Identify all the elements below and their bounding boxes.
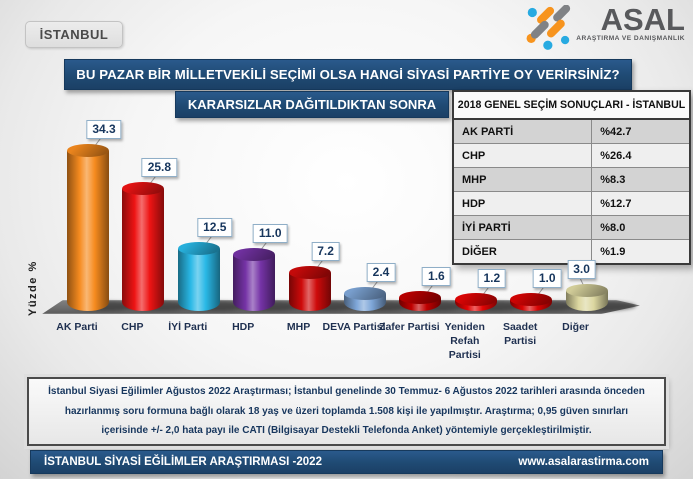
chart-bar-hdp — [233, 248, 276, 311]
methodology-note-text: İstanbul Siyasi Eğilimler Ağustos 2022 A… — [48, 386, 645, 437]
bar-shadow — [571, 301, 636, 311]
value-label-connector — [143, 175, 158, 193]
asal-logo-mark — [526, 5, 571, 50]
chart-bar-chp — [122, 182, 165, 311]
table-party-name: CHP — [454, 144, 593, 167]
bar-top-cap — [454, 293, 497, 306]
table-party-value: %12.7 — [600, 197, 632, 210]
table-party-name: İYİ PARTİ — [454, 216, 593, 239]
bar-value-label: 11.0 — [252, 224, 288, 243]
bar-shadow — [460, 301, 525, 311]
table-party-value: %1.9 — [600, 245, 626, 258]
table-row: DİĞER %1.9 — [454, 239, 689, 263]
table-row: İYİ PARTİ %8.0 — [454, 215, 689, 239]
bar-shadow — [73, 301, 137, 311]
chart-bar-deva-partisi — [344, 287, 386, 311]
bar-category-label: Zafer Partisi — [379, 321, 440, 333]
bar-value-label: 1.0 — [532, 269, 562, 288]
chart-bar-diğer — [565, 284, 608, 311]
bar-value-label: 2.4 — [366, 263, 396, 282]
bar-shadow — [128, 301, 193, 311]
bar-category-label: MHP — [286, 321, 311, 333]
chart-subtitle-bar: KARARSIZLAR DAĞITILDIKTAN SONRA — [175, 91, 449, 118]
bar-shadow — [183, 301, 248, 311]
value-label-connector — [578, 276, 588, 294]
bar-category-label: Yeniden Refah Partisi — [444, 321, 485, 361]
bar-category-label: Diğer — [562, 321, 590, 333]
value-label-connector — [365, 280, 379, 298]
bar-category-label: CHP — [121, 321, 144, 333]
value-label-connector — [198, 235, 213, 253]
chart-bar-mhp — [288, 266, 331, 311]
bar-shadow — [294, 301, 359, 311]
bar-category-label: Saadet Partisi — [502, 321, 538, 347]
bar-shadow — [350, 301, 414, 311]
value-label-connector — [531, 286, 545, 304]
bar-top-cap — [288, 266, 331, 279]
bar-value-label: 1.2 — [477, 269, 507, 288]
table-party-name: HDP — [454, 192, 593, 215]
bar-top-cap — [122, 182, 165, 195]
bar-top-cap — [399, 291, 442, 304]
bar-value-label: 7.2 — [311, 242, 340, 261]
chart-bar-ak-parti — [67, 144, 109, 311]
chart-bar-zafer-partisi — [399, 291, 442, 311]
results-table-body: AK PARTİ %42.7 CHP %26.4 MHP %8.3 HDP %12.7 İYİ … — [454, 120, 689, 263]
chart-floor-platform — [42, 300, 640, 314]
value-label-connector — [475, 286, 490, 304]
value-label-connector — [88, 137, 102, 155]
table-party-value: %8.3 — [600, 173, 626, 186]
table-party-name: AK PARTİ — [454, 120, 593, 143]
bar-top-cap — [510, 293, 553, 306]
table-row: CHP %26.4 — [454, 143, 689, 167]
chart-bar-saadet-partisi — [510, 293, 553, 311]
table-party-value: %8.0 — [600, 221, 626, 234]
bar-category-label: AK Parti — [56, 321, 98, 333]
bar-top-cap — [565, 284, 608, 297]
bar-category-label: DEVA Partisi — [322, 321, 386, 333]
bar-category-label: HDP — [232, 321, 255, 333]
chart-bar-yeniden-refah-partisi — [454, 293, 497, 311]
table-party-value: %26.4 — [600, 149, 632, 162]
results-table-title: 2018 GENEL SEÇİM SONUÇLARI - İSTANBUL — [454, 92, 689, 120]
bar-top-cap — [177, 242, 220, 255]
chart-bar-i̇yi̇-parti — [177, 242, 220, 311]
bar-shadow — [516, 301, 581, 311]
bar-shadow — [405, 301, 470, 311]
bar-shadow — [239, 301, 304, 311]
table-party-value: %42.7 — [600, 125, 632, 138]
bar-value-label: 12.5 — [197, 218, 233, 237]
asal-logo-tagline: ARAŞTIRMA VE DANIŞMANLIK — [576, 35, 685, 43]
bar-top-cap — [67, 144, 109, 157]
value-label-connector — [309, 259, 324, 277]
region-badge: İSTANBUL — [25, 21, 123, 48]
value-label-connector — [254, 241, 268, 259]
table-row: HDP %12.7 — [454, 191, 689, 215]
bar-top-cap — [233, 248, 276, 261]
asal-logo: ASAL ARAŞTIRMA VE DANIŞMANLIK — [525, 2, 685, 51]
asal-logo-name: ASAL — [600, 2, 685, 37]
bar-value-label: 25.8 — [141, 158, 178, 177]
results-table-2018: 2018 GENEL SEÇİM SONUÇLARI - İSTANBUL AK… — [452, 90, 691, 265]
table-party-name: MHP — [454, 168, 593, 191]
methodology-note-box: İstanbul Siyasi Eğilimler Ağustos 2022 A… — [27, 377, 666, 446]
table-row: AK PARTİ %42.7 — [454, 120, 689, 143]
question-title-bar: BU PAZAR BİR MİLLETVEKİLİ SEÇİMİ OLSA HA… — [64, 59, 632, 90]
footer-bar: İSTANBUL SİYASİ EĞİLİMLER ARAŞTIRMASI -2… — [30, 450, 663, 474]
table-party-name: DİĞER — [454, 240, 593, 263]
bar-value-label: 34.3 — [86, 120, 122, 139]
footer-study-title: İSTANBUL SİYASİ EĞİLİMLER ARAŞTIRMASI -2… — [44, 456, 322, 468]
y-axis-label: Yüzde % — [27, 260, 39, 316]
table-row: MHP %8.3 — [454, 167, 689, 191]
bar-top-cap — [344, 287, 386, 300]
footer-website: www.asalarastirma.com — [518, 456, 649, 468]
bar-category-label: İYİ Parti — [168, 321, 208, 333]
value-label-connector — [420, 284, 435, 302]
bar-value-label: 1.6 — [422, 267, 451, 286]
